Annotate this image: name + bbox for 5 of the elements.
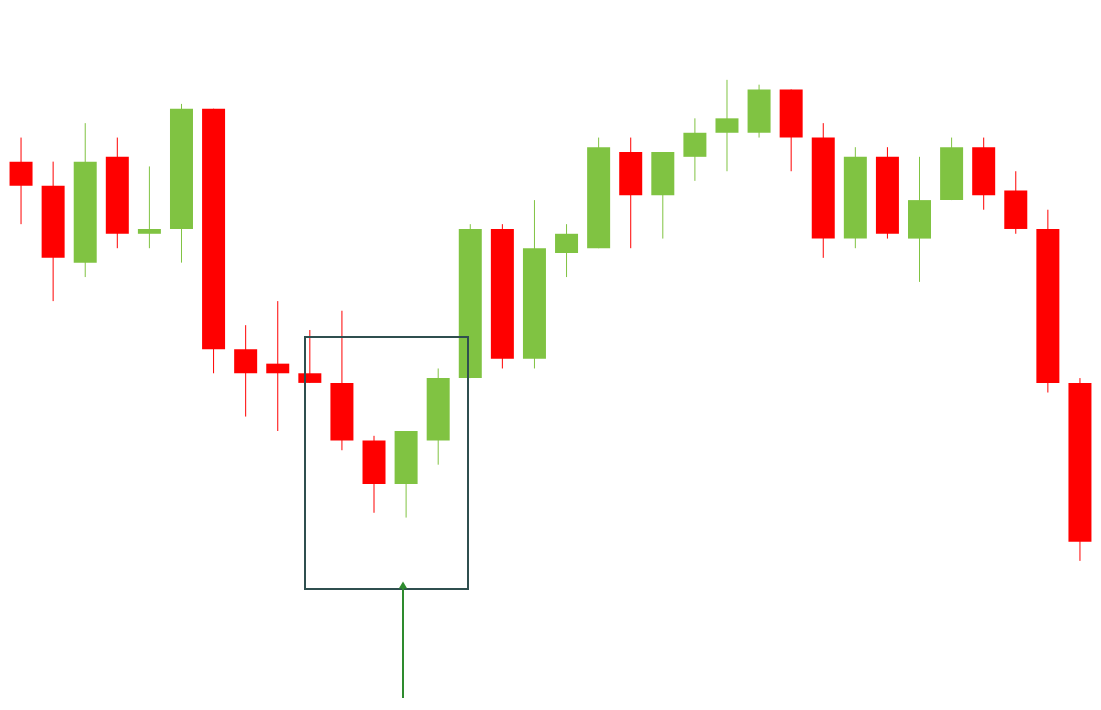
candlestick: [555, 223, 579, 278]
candlestick: [715, 79, 739, 172]
candlestick: [298, 329, 322, 384]
candlestick: [266, 300, 290, 432]
candlestick: [137, 165, 161, 249]
